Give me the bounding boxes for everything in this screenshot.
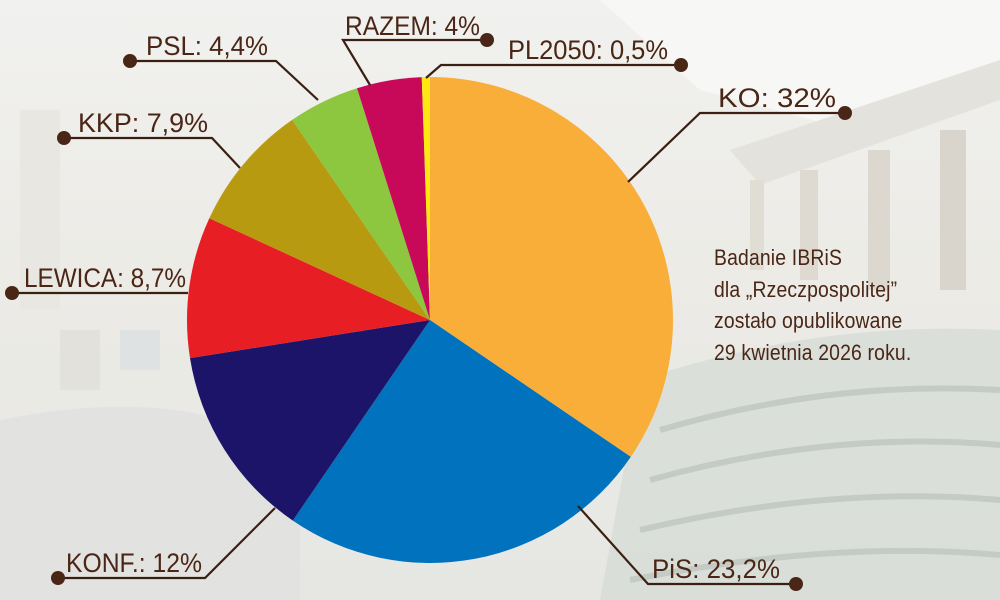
dot-kkp xyxy=(57,131,71,145)
pie-slice-psl xyxy=(292,88,430,320)
label-ko: KO: 32% xyxy=(718,83,836,113)
label-kkp: KKP: 7,9% xyxy=(78,108,208,138)
label-razem: RAZEM: 4% xyxy=(345,11,480,41)
label-pis: PiS: 23,2% xyxy=(652,554,780,584)
dot-razem xyxy=(480,33,494,47)
pie-slice-ko xyxy=(430,76,674,457)
dot-psl xyxy=(123,54,137,68)
pie-slice-pis xyxy=(292,320,631,564)
leader-line-psl xyxy=(130,59,319,101)
dot-lewica xyxy=(5,286,19,300)
pie-slices xyxy=(186,76,674,564)
leader-line-kkp xyxy=(64,136,241,169)
dot-pis xyxy=(789,577,803,591)
label-pl2050: PL2050: 0,5% xyxy=(508,35,668,65)
dot-konf xyxy=(51,571,65,585)
caption-line-1: Badanie IBRiS xyxy=(714,245,843,270)
label-psl: PSL: 4,4% xyxy=(146,31,268,61)
label-lewica: LEWICA: 8,7% xyxy=(24,263,186,293)
dot-pl2050 xyxy=(674,58,688,72)
leader-line-razem xyxy=(341,38,487,86)
leader-line-pis xyxy=(577,505,796,586)
pie-slice-kkp xyxy=(209,119,430,320)
leader-line-ko xyxy=(627,111,845,183)
leader-dots xyxy=(5,33,852,591)
survey-caption: Badanie IBRiS dla „Rzeczpospolitej” zost… xyxy=(714,242,994,368)
caption-line-4: 29 kwietnia 2026 roku. xyxy=(714,339,912,365)
leader-line-pl2050 xyxy=(425,63,681,79)
dot-ko xyxy=(838,106,852,120)
leader-line-konf xyxy=(58,507,276,580)
pie-slice-pl2050 xyxy=(421,77,430,320)
pie-slice-lewica xyxy=(186,218,430,359)
pie-slice-konf xyxy=(190,320,430,521)
caption-line-2: dla „Rzeczpospolitej” xyxy=(714,276,898,302)
caption-line-3: zostało opublikowane xyxy=(714,308,903,333)
pie-slice-razem xyxy=(357,77,430,320)
leader-lines xyxy=(12,38,845,586)
label-konf: KONF.: 12% xyxy=(66,548,202,578)
